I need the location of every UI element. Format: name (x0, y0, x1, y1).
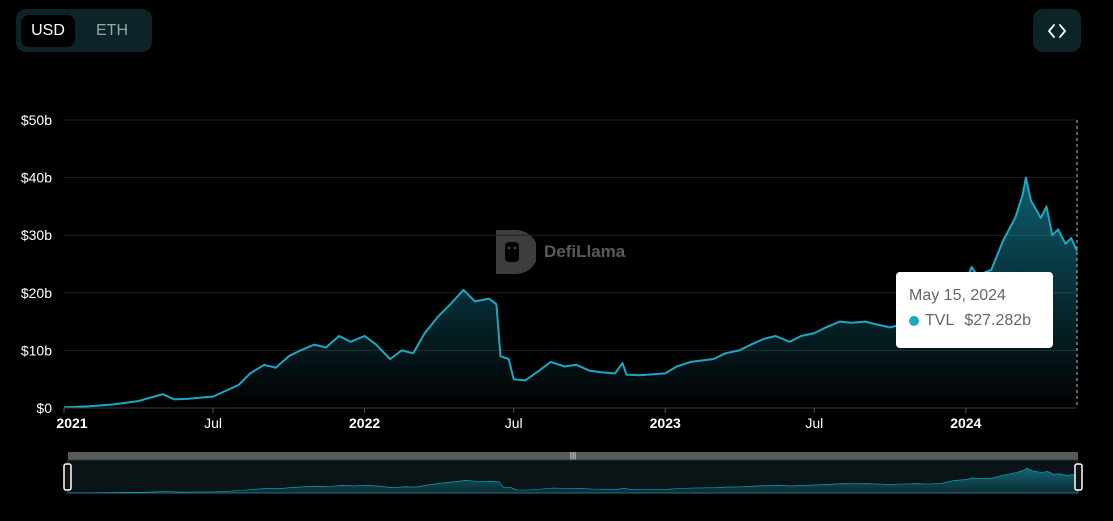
x-tick-label: 2023 (650, 415, 681, 431)
brush-top-bar[interactable] (68, 452, 1078, 460)
embed-button[interactable] (1033, 9, 1081, 52)
tooltip-date: May 15, 2024 (909, 287, 1006, 304)
tooltip-series-dot (909, 316, 919, 326)
tooltip: May 15, 2024 TVL $27.282b (896, 272, 1053, 348)
currency-toggle: USD ETH (16, 9, 152, 52)
x-tick-label: 2024 (950, 415, 981, 431)
x-tick-label: Jul (505, 415, 523, 431)
brush-right-handle[interactable] (1074, 463, 1083, 491)
watermark: DefiLlama (492, 228, 625, 276)
code-icon (1048, 23, 1066, 38)
brush-overview-area (67, 467, 1079, 494)
y-tick-label: $0 (36, 400, 52, 416)
y-tick-label: $10b (21, 342, 52, 358)
y-tick-label: $30b (21, 227, 52, 243)
watermark-text: DefiLlama (544, 242, 626, 261)
tvl-area (64, 177, 1077, 408)
x-tick-label: 2021 (56, 415, 87, 431)
usd-toggle-button[interactable]: USD (21, 14, 75, 47)
defillama-logo-icon (496, 230, 536, 274)
y-tick-label: $20b (21, 285, 52, 301)
tooltip-value: $27.282b (964, 312, 1032, 329)
range-brush[interactable]: ||| (63, 451, 1083, 494)
x-tick-label: 2022 (349, 415, 380, 431)
y-tick-label: $50b (21, 112, 52, 128)
tooltip-series-name: TVL (925, 312, 955, 329)
eth-toggle-button[interactable]: ETH (96, 21, 128, 39)
brush-left-handle[interactable] (63, 463, 72, 491)
x-tick-label: Jul (204, 415, 222, 431)
x-tick-label: Jul (805, 415, 823, 431)
y-tick-label: $40b (21, 170, 52, 186)
brush-grip-icon[interactable]: ||| (570, 451, 576, 460)
